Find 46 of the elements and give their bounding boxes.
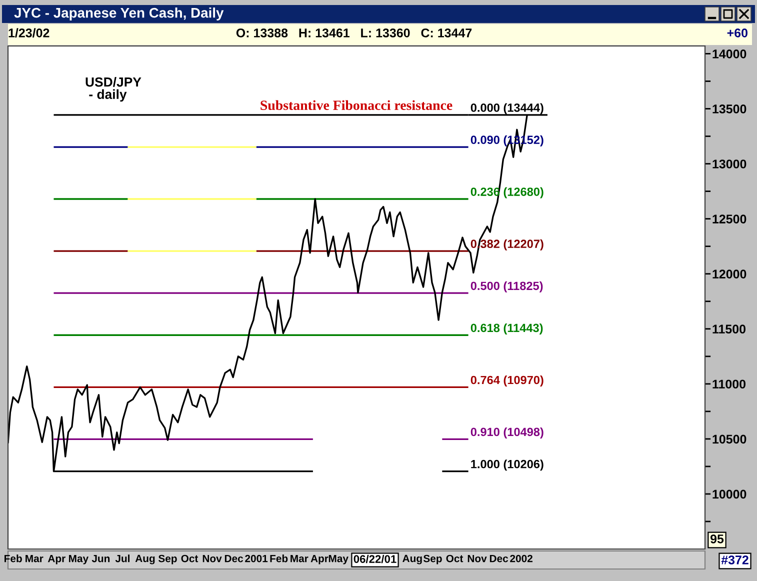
annotation: Substantive Fibonacci resistance: [260, 100, 452, 110]
x-tick-label: Sep: [423, 554, 442, 564]
x-tick-label: Apr: [48, 554, 66, 564]
text: 06/22/01: [354, 554, 396, 564]
x-tick-label: May: [328, 554, 348, 564]
x-tick-label: Oct: [446, 554, 464, 562]
x-tick-label: Dec: [224, 554, 244, 562]
y-tick-label: 11500: [712, 324, 746, 334]
annotation: USD/JPY - daily: [86, 77, 142, 102]
y-tick-label: 10000: [712, 490, 746, 499]
y-tick-label: 14000: [712, 50, 746, 58]
chart-subtitle: O: 13388 H: 13461 L: 13360 C: 13447: [236, 28, 472, 38]
text: 1/23/02: [8, 28, 50, 38]
series-label: 0.500 (11825): [470, 281, 543, 292]
chart-title: JYC - Japanese Yen Cash, Daily: [14, 8, 224, 20]
x-tick-label: Jul: [115, 554, 130, 562]
x-tick-label: Feb: [4, 554, 22, 562]
x-tick-label: Aug: [402, 554, 422, 564]
x-tick-label: Mar: [26, 554, 44, 562]
x-tick-label: Feb: [270, 554, 288, 562]
x-tick-label: May: [68, 554, 89, 564]
text: 95: [710, 534, 724, 544]
y-tick-label: 12000: [712, 270, 746, 278]
x-tick-label: Dec: [490, 554, 508, 562]
series-label: 0.764 (10970): [470, 376, 544, 387]
x-tick-label: 2001: [245, 554, 268, 562]
text: +60: [727, 28, 748, 38]
x-tick-label: Aug: [135, 554, 155, 564]
series-label: 1.000 (10206): [471, 460, 544, 471]
y-tick-label: 13000: [712, 160, 746, 168]
series-label: 0.618 (11443): [470, 323, 543, 334]
series-label: 0.910 (10498): [470, 427, 544, 438]
text: #372: [721, 556, 748, 564]
y-tick-label: 13500: [712, 104, 746, 114]
x-tick-label: Apr: [310, 554, 328, 564]
x-tick-label: Mar: [290, 554, 308, 562]
y-tick-label: 11000: [712, 380, 746, 389]
x-tick-label: Sep: [158, 554, 177, 564]
y-tick-label: 10500: [712, 434, 746, 444]
x-tick-label: Oct: [181, 554, 198, 562]
x-tick-label: Nov: [202, 554, 222, 562]
series-label: 0.000 (13444): [470, 103, 544, 114]
y-tick-label: 12500: [712, 214, 746, 224]
x-tick-label: Jun: [92, 554, 110, 562]
x-tick-label: 2002: [510, 554, 532, 562]
x-tick-label: Nov: [468, 554, 487, 562]
